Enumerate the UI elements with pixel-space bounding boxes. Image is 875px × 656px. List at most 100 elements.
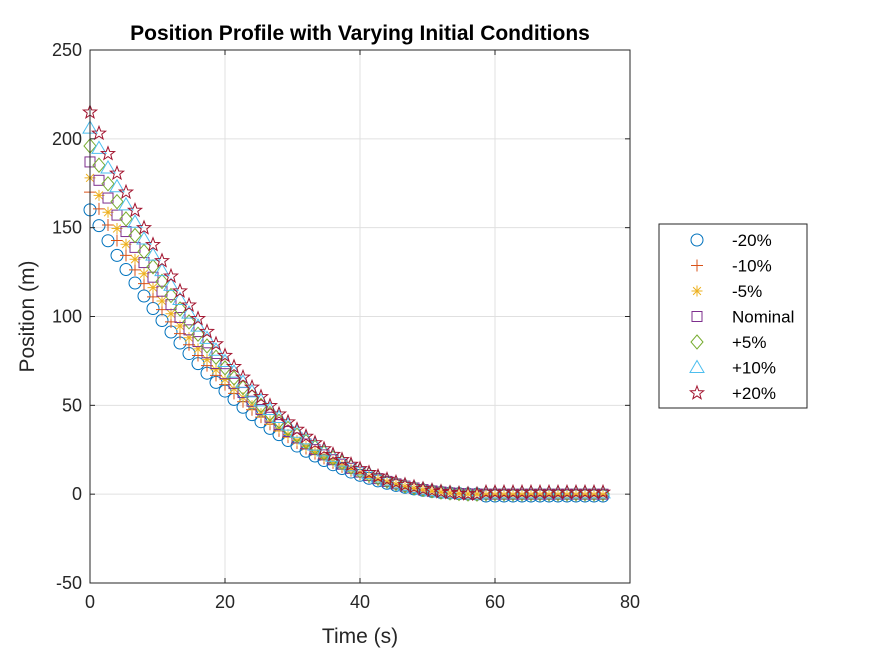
data-point [594, 483, 612, 500]
y-tick-label: 250 [52, 40, 82, 60]
legend-item: -10% [691, 257, 772, 276]
data-point [145, 247, 161, 261]
data-point [190, 318, 206, 332]
data-point [298, 430, 314, 445]
data-point [219, 368, 231, 380]
data-point [324, 446, 342, 462]
data-point [100, 159, 116, 174]
data-point [101, 176, 115, 192]
data-point [162, 267, 180, 284]
data-point [153, 252, 171, 268]
data-point [306, 434, 324, 450]
data-point [128, 227, 142, 244]
x-tick-label: 80 [620, 592, 640, 612]
data-point [252, 388, 270, 404]
x-tick-label: 40 [350, 592, 370, 612]
data-point [309, 446, 321, 458]
legend: -20% -10% -5% Nominal +5% +10% +20% [658, 223, 808, 409]
legend-marker [691, 285, 703, 297]
data-point [210, 364, 222, 376]
data-point [453, 488, 465, 500]
legend-label: -5% [732, 282, 762, 301]
data-point [138, 268, 150, 280]
data-point [164, 287, 178, 304]
data-point [191, 326, 205, 343]
data-point [423, 482, 441, 498]
data-point [288, 421, 306, 437]
data-point [111, 234, 123, 247]
data-point [396, 476, 414, 492]
legend-item: Nominal [691, 308, 794, 327]
data-point [336, 460, 348, 472]
markers [81, 103, 612, 503]
data-point [379, 472, 395, 486]
legend-marker [688, 384, 706, 400]
data-point [99, 145, 117, 161]
data-point [207, 335, 225, 351]
data-point [255, 408, 267, 420]
y-tick-label: -50 [56, 573, 82, 593]
data-point [210, 358, 222, 370]
data-point [550, 484, 566, 499]
data-point [279, 413, 297, 429]
data-point [183, 324, 195, 336]
data-point [147, 271, 159, 283]
data-point [390, 478, 402, 490]
data-point [225, 358, 243, 374]
data-point [91, 140, 107, 154]
data-point [109, 178, 125, 193]
legend-box [658, 223, 808, 409]
data-point [307, 437, 323, 451]
data-point [405, 478, 423, 494]
data-point [363, 470, 375, 482]
legend-label: Nominal [732, 308, 794, 327]
data-point [110, 193, 124, 210]
data-point [541, 484, 557, 499]
data-point [201, 354, 213, 366]
data-point [407, 479, 421, 496]
x-tick-label: 0 [85, 592, 95, 612]
data-point [135, 219, 153, 235]
data-point [559, 484, 575, 499]
legend-label: +10% [732, 359, 776, 378]
data-point [138, 277, 150, 290]
data-point [487, 484, 503, 499]
data-point [108, 164, 126, 181]
data-point [291, 435, 303, 447]
data-point [137, 289, 151, 303]
data-point [417, 484, 429, 496]
data-point [426, 485, 438, 497]
data-point [471, 488, 483, 500]
data-point [577, 484, 593, 499]
data-point [441, 484, 459, 500]
data-point [246, 400, 258, 412]
data-point [192, 343, 204, 355]
data-point [198, 323, 216, 339]
data-point [462, 488, 474, 500]
data-point [388, 474, 404, 489]
data-point [181, 305, 197, 319]
data-point [144, 236, 162, 252]
data-point [408, 482, 420, 494]
data-point [129, 263, 142, 276]
legend-marker [691, 311, 703, 322]
data-point [397, 477, 413, 491]
data-point [128, 276, 142, 290]
data-point [92, 157, 106, 173]
legend-marker [689, 359, 705, 373]
data-point [505, 484, 521, 499]
data-point [369, 467, 387, 484]
x-axis-label: Time (s) [322, 625, 398, 648]
data-point [192, 336, 204, 348]
data-point [129, 253, 141, 265]
legend-marker [691, 259, 703, 272]
y-tick-label: 150 [52, 218, 82, 238]
data-point [173, 301, 187, 317]
data-point [172, 291, 188, 306]
data-point [189, 310, 207, 326]
data-point [127, 214, 143, 228]
data-point [180, 296, 198, 313]
y-axis-label: Position (m) [16, 260, 39, 372]
